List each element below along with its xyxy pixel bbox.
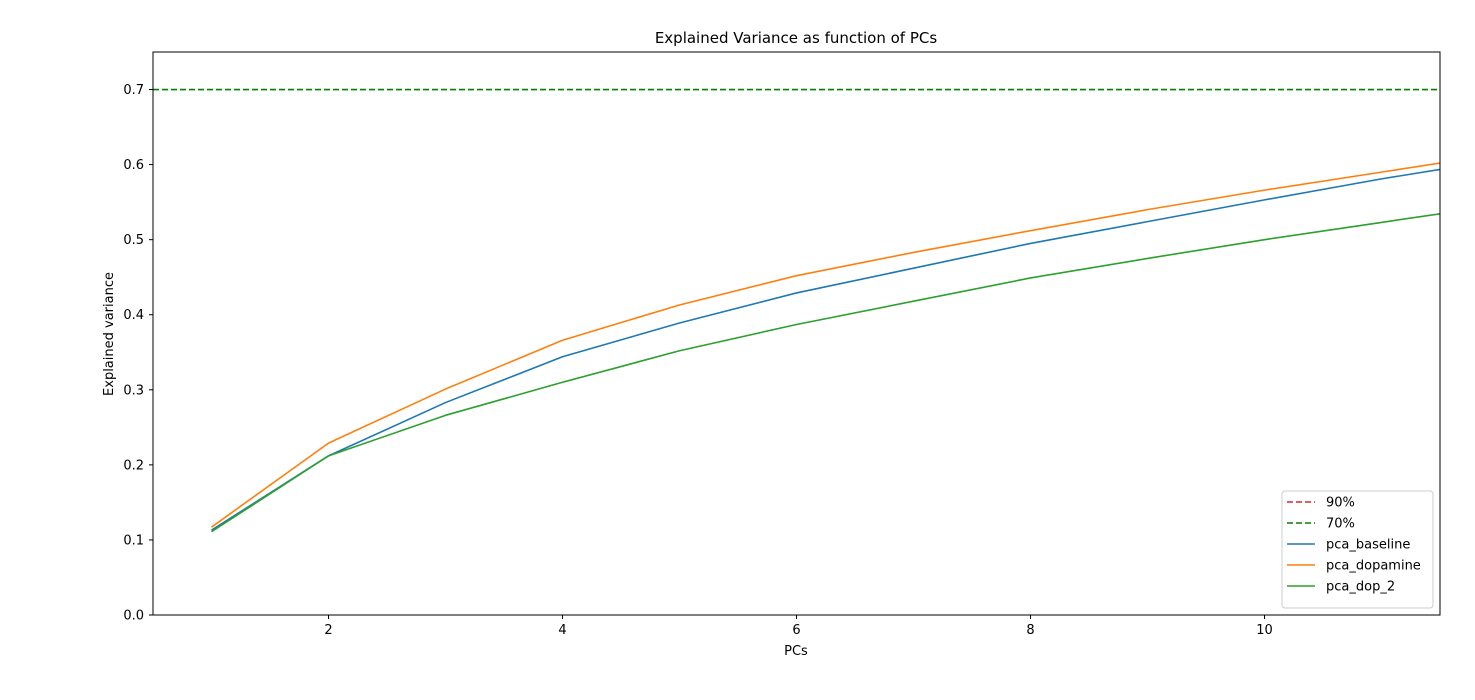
y-axis-label: Explained variance — [102, 272, 117, 396]
series-line-pca-dopamine — [211, 162, 1440, 528]
x-tick-label: 4 — [558, 623, 566, 638]
x-tick-label: 6 — [792, 623, 800, 638]
series-line-pca-dop-2 — [211, 212, 1440, 533]
legend-label: 70% — [1326, 517, 1355, 532]
y-tick-label: 0.0 — [123, 609, 144, 624]
y-tick-label: 0.4 — [123, 308, 144, 323]
legend-box — [1281, 490, 1434, 609]
y-tick-label: 0.2 — [123, 458, 144, 473]
y-tick-label: 0.3 — [123, 383, 144, 398]
x-axis-label: PCs — [784, 644, 808, 659]
x-axis: 2 4 6 8 10 — [324, 615, 1273, 638]
y-tick-label: 0.1 — [123, 533, 144, 548]
chart-title: Explained Variance as function of PCs — [655, 29, 938, 47]
legend-label: 90% — [1326, 496, 1355, 511]
series-line-pca-baseline — [211, 168, 1440, 531]
y-tick-label: 0.7 — [123, 83, 144, 98]
x-tick-label: 2 — [324, 623, 332, 638]
legend-label: pca_baseline — [1326, 538, 1410, 553]
y-axis: 0.0 0.1 0.2 0.3 0.4 0.5 0.6 0.7 — [123, 83, 153, 624]
y-tick-label: 0.5 — [123, 233, 144, 248]
x-tick-label: 8 — [1026, 623, 1034, 638]
plot-area — [153, 88, 1440, 533]
y-tick-label: 0.6 — [123, 158, 144, 173]
x-tick-label: 10 — [1256, 623, 1273, 638]
legend-label: pca_dopamine — [1326, 559, 1421, 574]
legend: 90% 70% pca_baseline pca_dopamine pca_dop_2 — [1281, 490, 1434, 609]
legend-label: pca_dop_2 — [1326, 580, 1395, 595]
